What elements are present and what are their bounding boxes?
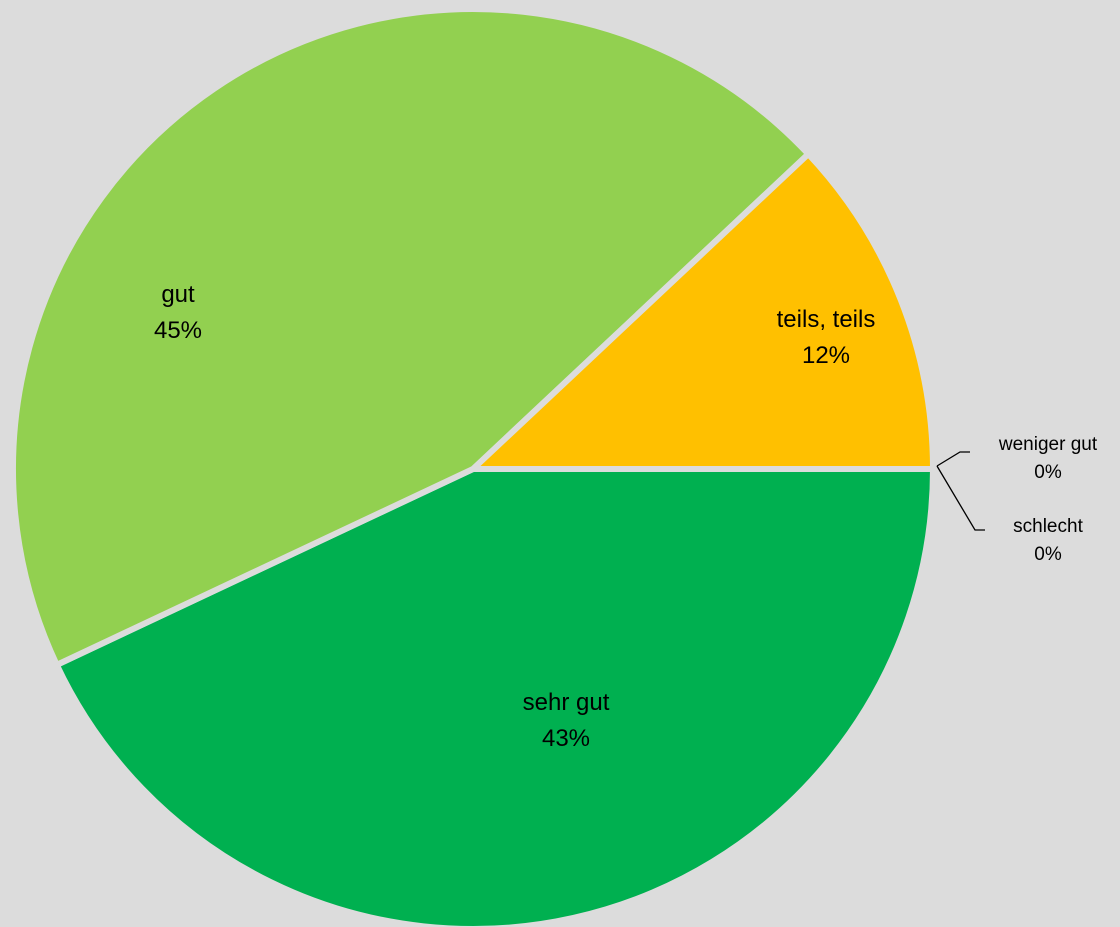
slice-label-gut: gut: [161, 281, 195, 308]
slice-value-schlecht: 0%: [1034, 544, 1062, 565]
leader-lines: [936, 451, 985, 531]
slice-value-sehr-gut: 43%: [542, 725, 590, 752]
slice-label-sehr-gut: sehr gut: [523, 689, 610, 716]
pie-slices: [10, 5, 936, 927]
slice-label-weniger-gut: weniger gut: [998, 434, 1098, 455]
pie-slice-sehr-gut: [53, 466, 936, 927]
pie-slice-gut: [10, 5, 812, 668]
pie-slice-teils-teils: [470, 151, 936, 472]
slice-value-weniger-gut: 0%: [1034, 462, 1062, 483]
leader-line-schlecht: [936, 465, 985, 531]
slice-value-teils-teils: 12%: [802, 342, 850, 369]
leader-line-weniger-gut: [936, 451, 970, 467]
slice-labels: sehr gut 43% gut 45% teils, teils 12% weniger …: [154, 281, 1098, 752]
slice-label-schlecht: schlecht: [1013, 516, 1083, 537]
slice-label-teils-teils: teils, teils: [777, 306, 876, 333]
slice-value-gut: 45%: [154, 317, 202, 344]
